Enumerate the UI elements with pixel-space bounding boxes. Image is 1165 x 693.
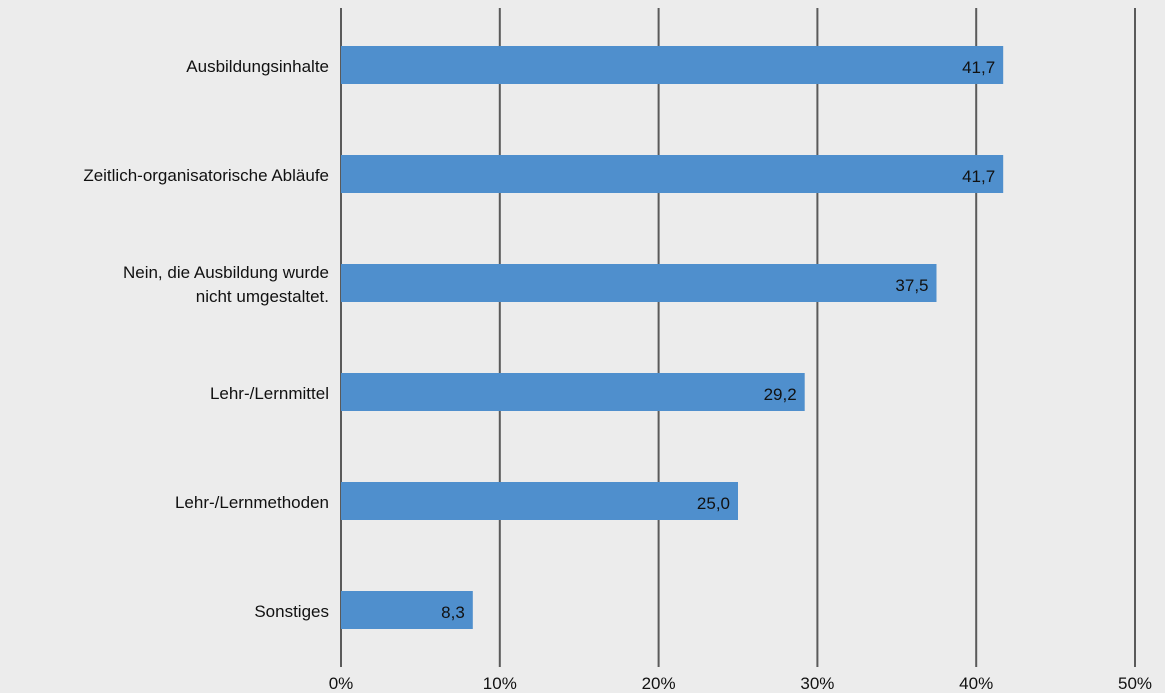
category-label: Sonstiges: [254, 602, 329, 621]
value-label: 41,7: [962, 167, 995, 186]
gridlines: [340, 8, 1136, 667]
category-label: Nein, die Ausbildung wurde: [123, 263, 329, 282]
category-label: Lehr-/Lernmethoden: [175, 493, 329, 512]
value-label: 8,3: [441, 603, 465, 622]
bar: [341, 264, 937, 302]
x-tick-label: 0%: [329, 674, 354, 693]
value-label: 25,0: [697, 494, 730, 513]
value-labels: 41,7 41,7 37,5 29,2 25,0 8,3: [441, 58, 995, 622]
category-label: Ausbildungsinhalte: [186, 57, 329, 76]
bar: [341, 373, 805, 411]
category-label: Zeitlich-organisatorische Abläufe: [83, 166, 329, 185]
x-tick-label: 30%: [800, 674, 834, 693]
x-tick-label: 50%: [1118, 674, 1152, 693]
value-label: 37,5: [895, 276, 928, 295]
bar: [341, 155, 1004, 193]
bar: [341, 46, 1004, 84]
x-tick-label: 40%: [959, 674, 993, 693]
value-label: 29,2: [764, 385, 797, 404]
bars: [341, 46, 1004, 629]
x-axis-tick-labels: 0% 10% 20% 30% 40% 50%: [329, 674, 1152, 693]
x-tick-label: 10%: [483, 674, 517, 693]
category-label: nicht umgestaltet.: [196, 287, 329, 306]
x-tick-label: 20%: [642, 674, 676, 693]
bar: [341, 482, 738, 520]
bar: [341, 591, 473, 629]
category-labels: Ausbildungsinhalte Zeitlich-organisatoris…: [83, 57, 329, 621]
category-label: Lehr-/Lernmittel: [210, 384, 329, 403]
value-label: 41,7: [962, 58, 995, 77]
